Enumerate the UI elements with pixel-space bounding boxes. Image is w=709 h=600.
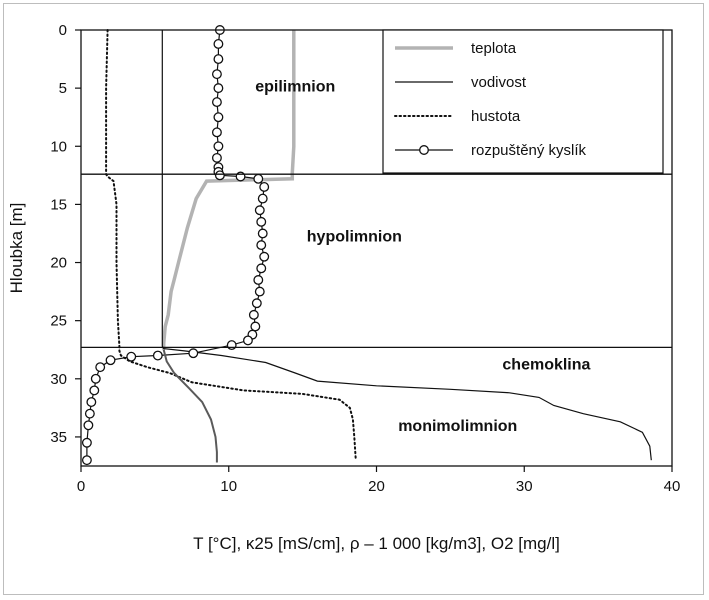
oxygen-marker (213, 39, 224, 49)
oxygen-marker (259, 182, 270, 192)
oxygen-marker (211, 152, 222, 163)
legend-label: rozpuštěný kyslík (471, 142, 587, 159)
zone-label: chemoklina (502, 356, 590, 373)
oxygen-marker (86, 397, 97, 408)
oxygen-marker (213, 83, 224, 94)
oxygen-marker (214, 170, 225, 181)
oxygen-marker (226, 340, 237, 351)
zone-label: epilimnion (255, 79, 335, 96)
y-axis-label: Hloubka [m] (7, 203, 26, 294)
oxygen-marker (84, 408, 95, 419)
oxygen-marker (89, 385, 100, 396)
oxygen-marker (243, 335, 253, 346)
legend-marker (419, 145, 429, 155)
oxygen-marker (213, 141, 224, 152)
series-line-1 (161, 30, 652, 461)
oxygen-marker (211, 97, 222, 108)
oxygen-marker (81, 437, 92, 448)
y-tick-label: 5 (59, 80, 67, 97)
oxygen-marker (83, 420, 94, 431)
oxygen-marker (213, 54, 224, 65)
zone-label: monimolimnion (398, 418, 517, 435)
oxygen-marker (152, 350, 163, 361)
x-axis-label: T [°C], κ25 [mS/cm], ρ – 1 000 [kg/m3], … (193, 534, 560, 553)
oxygen-marker (256, 240, 267, 251)
y-tick-label: 0 (59, 22, 67, 39)
x-tick-label: 40 (664, 478, 681, 495)
series-line-4 (162, 349, 218, 463)
oxygen-marker (105, 355, 116, 366)
oxygen-marker (213, 112, 224, 123)
oxygen-marker (211, 69, 222, 80)
oxygen-marker (248, 309, 259, 320)
x-tick-label: 0 (77, 478, 85, 495)
oxygen-marker (253, 173, 264, 184)
y-tick-label: 10 (50, 138, 67, 155)
y-tick-label: 25 (50, 313, 67, 330)
oxygen-marker (257, 193, 268, 204)
oxygen-marker (235, 171, 246, 182)
oxygen-marker (251, 298, 262, 309)
x-tick-label: 30 (516, 478, 533, 495)
oxygen-marker (126, 351, 137, 362)
oxygen-marker (95, 362, 106, 373)
legend-label: teplota (471, 40, 517, 57)
oxygen-marker (188, 348, 199, 359)
series-line-0 (161, 30, 296, 350)
oxygen-marker (253, 275, 264, 285)
oxygen-marker (211, 127, 222, 138)
legend-box (382, 29, 664, 174)
oxygen-marker (90, 373, 101, 384)
legend-label: vodivost (471, 74, 527, 91)
oxygen-marker (256, 263, 267, 274)
y-tick-label: 20 (50, 255, 67, 272)
series-line-2 (105, 29, 357, 462)
oxygen-marker (256, 216, 267, 227)
oxygen-marker (257, 228, 268, 239)
legend-label: hustota (471, 108, 521, 125)
y-tick-label: 35 (50, 429, 67, 446)
figure-frame (3, 3, 704, 595)
y-tick-label: 30 (50, 371, 67, 388)
oxygen-marker (259, 251, 270, 262)
zone-label: hypolimnion (307, 229, 402, 246)
oxygen-marker (81, 455, 92, 466)
x-tick-label: 20 (368, 478, 385, 495)
oxygen-marker (250, 321, 261, 332)
oxygen-marker (254, 205, 265, 216)
oxygen-marker (254, 286, 265, 297)
x-tick-label: 10 (220, 478, 237, 495)
y-tick-label: 15 (50, 196, 67, 213)
